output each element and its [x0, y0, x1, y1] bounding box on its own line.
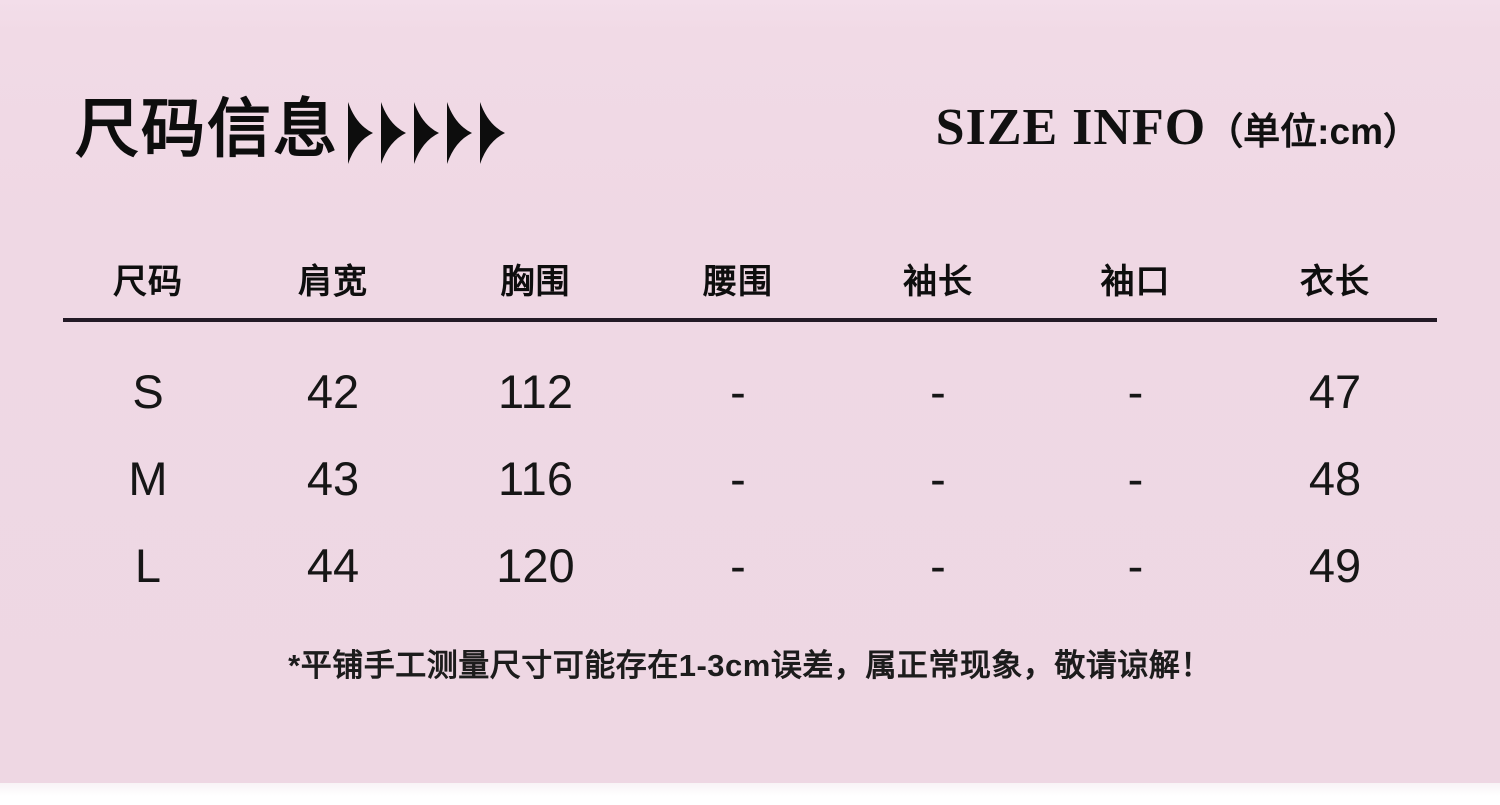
cuff-cell: - [1127, 539, 1144, 592]
shoulder-cell: 42 [306, 365, 360, 418]
cuff-cell: - [1127, 452, 1144, 505]
table-row: L 44 120 - - - 49 [63, 522, 1437, 609]
column-header-sleeve-length: 袖长 [903, 262, 973, 301]
chest-cell: 116 [498, 452, 573, 505]
table-row: S 42 112 - - - 47 [63, 348, 1437, 435]
forward-arrow-icon [413, 102, 440, 164]
garment-length-cell: 47 [1308, 365, 1362, 418]
measurement-disclaimer-note: *平铺手工测量尺寸可能存在1-3cm误差，属正常现象，敬请谅解！ [288, 648, 1212, 683]
size-table: 尺码 肩宽 胸围 腰围 袖长 袖口 衣长 S 42 112 - - - 47 M… [63, 250, 1437, 609]
table-body: S 42 112 - - - 47 M 43 116 - - - 48 L 44… [63, 322, 1437, 609]
garment-length-cell: 49 [1308, 539, 1362, 592]
header-divider-line [63, 318, 1437, 322]
chest-cell: 120 [496, 539, 575, 592]
waist-cell: - [730, 365, 746, 418]
forward-arrow-icon [347, 102, 374, 164]
table-header-row: 尺码 肩宽 胸围 腰围 袖长 袖口 衣长 [63, 250, 1437, 306]
table-row: M 43 116 - - - 48 [63, 435, 1437, 522]
size-cell: L [134, 539, 162, 592]
sleeve-length-cell: - [930, 539, 946, 592]
page-title: 尺码信息 [75, 93, 339, 165]
column-header-shoulder: 肩宽 [298, 262, 368, 301]
title-arrow-decoration [347, 101, 506, 165]
forward-arrow-icon [446, 102, 473, 164]
forward-arrow-icon [380, 102, 407, 164]
sleeve-length-cell: - [930, 365, 946, 418]
waist-cell: - [730, 452, 746, 505]
shoulder-cell: 43 [306, 452, 360, 505]
sleeve-length-cell: - [930, 452, 946, 505]
column-header-cuff: 袖口 [1100, 262, 1171, 301]
bottom-white-strip [0, 783, 1500, 805]
size-cell: M [128, 452, 168, 505]
column-header-waist: 腰围 [703, 262, 773, 301]
column-header-size: 尺码 [113, 262, 183, 301]
garment-length-cell: 48 [1308, 452, 1362, 505]
column-header-chest: 胸围 [500, 262, 571, 301]
pink-background [0, 0, 1500, 783]
forward-arrow-icon [479, 102, 506, 164]
size-info-heading: SIZE INFO （单位:cm） [936, 98, 1420, 157]
column-header-garment-length: 衣长 [1300, 262, 1370, 301]
cuff-cell: - [1127, 365, 1144, 418]
size-info-unit-label: （单位:cm） [1206, 110, 1420, 152]
shoulder-cell: 44 [306, 539, 360, 592]
size-cell: S [132, 365, 164, 418]
chest-cell: 112 [498, 365, 573, 418]
size-info-english-label: SIZE INFO [935, 99, 1207, 156]
waist-cell: - [730, 539, 746, 592]
